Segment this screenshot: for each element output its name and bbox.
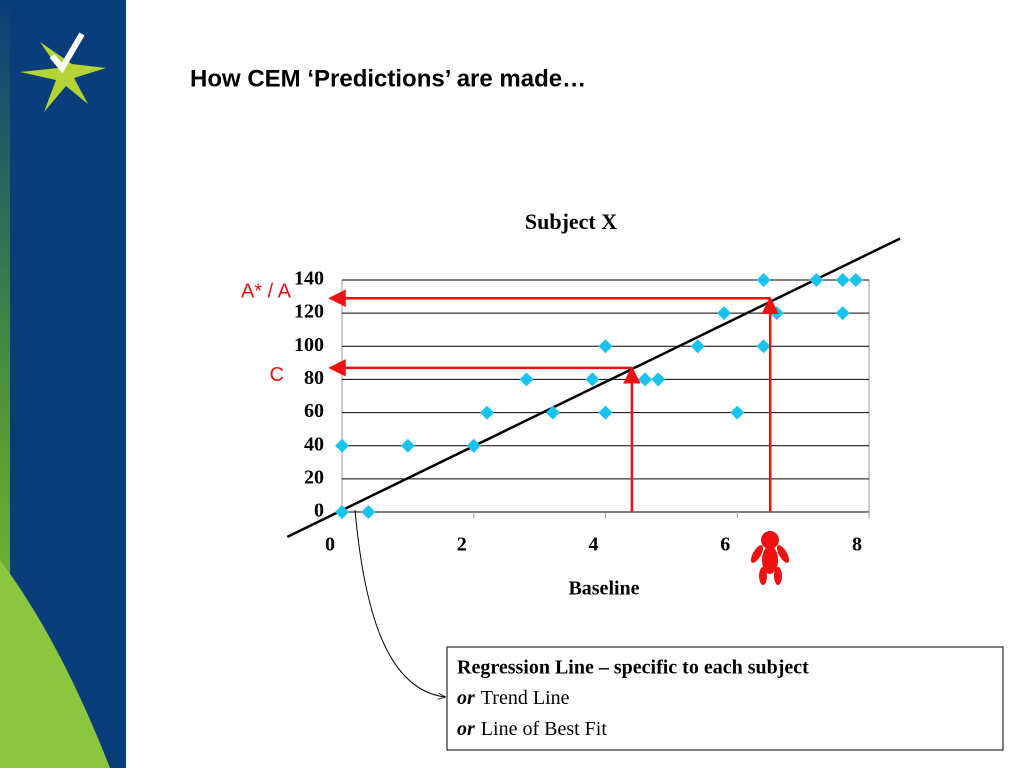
- data-point: [809, 273, 824, 287]
- data-point: [466, 438, 481, 453]
- prediction-label: A* / A: [241, 281, 292, 303]
- callout-prefix: or: [457, 718, 475, 740]
- data-point: [756, 273, 771, 287]
- y-tick-label: 80: [304, 367, 324, 389]
- y-tick-label: 60: [304, 400, 324, 422]
- data-point: [335, 505, 349, 519]
- callout-prefix: or: [457, 687, 475, 709]
- sidebar-green: [0, 560, 110, 768]
- data-point: [769, 306, 784, 321]
- data-point: [717, 306, 732, 321]
- callout-arrow: [354, 509, 445, 697]
- data-point: [361, 505, 376, 519]
- data-point: [400, 438, 415, 453]
- callout-text: Trend Line: [481, 687, 570, 709]
- slide-title: How CEM ‘Predictions’ are made…: [190, 65, 586, 92]
- y-tick-label: 40: [304, 433, 324, 455]
- callout-line: or Trend Line: [457, 687, 570, 709]
- data-point: [519, 372, 534, 387]
- plot-area: [341, 279, 870, 513]
- logo: [20, 32, 106, 112]
- callout-text: Line of Best Fit: [481, 718, 608, 740]
- callout-line: or Line of Best Fit: [457, 718, 607, 740]
- y-tick-label: 140: [294, 268, 324, 290]
- trend-line: [286, 237, 901, 538]
- prediction-label: C: [270, 364, 284, 386]
- data-point: [651, 372, 666, 387]
- x-tick-label: 4: [589, 534, 599, 556]
- data-point: [835, 306, 850, 321]
- data-point: [585, 372, 600, 387]
- data-point: [690, 339, 705, 354]
- data-point: [545, 405, 560, 420]
- y-tick-label: 100: [294, 334, 324, 356]
- x-tick-label: 8: [852, 534, 862, 556]
- y-tick-label: 20: [304, 466, 324, 488]
- y-tick-label: 120: [294, 301, 324, 323]
- student-icon: [750, 531, 790, 585]
- data-point: [730, 405, 745, 420]
- data-point: [638, 372, 653, 387]
- chart-title: Subject X: [525, 209, 617, 234]
- data-point: [479, 405, 494, 420]
- data-point: [598, 405, 613, 420]
- prediction-label-bg: [262, 359, 292, 386]
- data-point: [835, 273, 850, 287]
- data-point: [756, 339, 771, 354]
- y-tick-label: 0: [314, 500, 324, 522]
- x-tick-label: 6: [720, 534, 730, 556]
- callout-box: [446, 646, 1004, 751]
- data-point: [335, 438, 349, 453]
- x-axis-label: Baseline: [568, 578, 639, 600]
- data-point: [848, 273, 863, 287]
- x-tick-label: 2: [457, 534, 467, 556]
- x-tick-label: 0: [325, 534, 335, 556]
- data-point: [598, 339, 613, 354]
- callout-heading: Regression Line – specific to each subje…: [457, 657, 809, 679]
